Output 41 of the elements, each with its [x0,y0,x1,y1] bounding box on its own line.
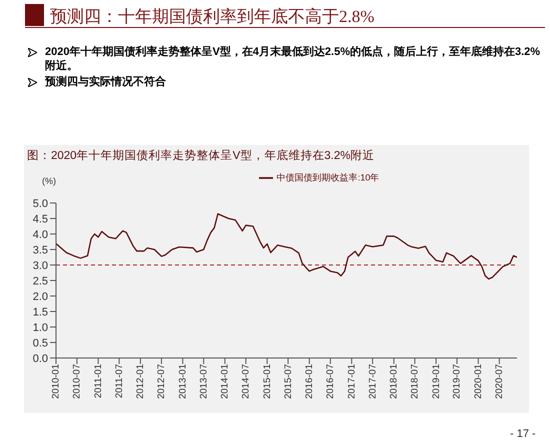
x-tick-label: 2011-01 [92,364,104,398]
x-tick-label: 2017-07 [367,364,378,399]
x-tick-label: 2013-07 [198,364,210,399]
line-series [56,213,517,280]
x-tick-label: 2020-07 [494,364,506,399]
y-tick-label: 0.0 [32,352,48,365]
y-tick-label: 3.0 [32,260,48,272]
x-tick-label: 2016-07 [325,364,336,399]
x-tick-label: 2020-01 [473,364,484,399]
x-tick-label: 2015-07 [282,364,294,399]
chart-subtitle: 图：2020年十年期国债利率走势整体呈V型，年底维持在3.2%附近 [27,148,374,163]
legend-label: 中债国债到期收益率:10年 [276,172,380,182]
y-tick-label: 1.5 [32,306,48,318]
x-tick-label: 2019-07 [452,364,463,399]
x-tick-label: 2018-07 [410,364,421,399]
x-tick-label: 2010-01 [50,364,62,399]
x-tick-label: 2012-07 [156,364,168,399]
y-tick-label: 4.0 [32,228,48,241]
x-tick-label: 2019-01 [430,364,442,399]
y-tick-label: 2.5 [32,275,48,288]
chart-title: 预测四：十年期国债利率到年底不高于2.8% [50,6,374,28]
text: 2020年十年期国债利率走势整体呈V型，在4月末最低到达2.5%的低点，随后上行，至年底维持在3.2%附近。 [45,45,542,73]
x-tick-label: 2010-07 [72,364,83,399]
x-tick-label: 2015-01 [262,364,273,399]
x-tick-label: 2012-01 [135,364,146,399]
y-tick-label: 2.0 [32,290,48,303]
y-tick-label: 1.0 [32,322,48,334]
x-tick-label: 2017-01 [346,364,358,399]
text: - 17 - [510,428,536,440]
x-tick-label: 2016-01 [304,364,316,399]
y-tick-label: 0.5 [32,337,48,350]
x-tick-label: 2018-01 [388,364,400,399]
x-tick-label: 2014-07 [240,364,252,399]
text: 预测四与实际情况不符合 [45,75,166,90]
x-tick-label: 2014-01 [220,364,231,399]
y-axis-title: (%) [42,176,56,186]
y-tick-label: 3.5 [32,244,48,256]
x-tick-label: 2013-01 [177,364,188,399]
y-tick-label: 5.0 [32,198,48,210]
x-tick-label: 2011-07 [114,364,125,398]
y-tick-label: 4.5 [32,213,48,226]
